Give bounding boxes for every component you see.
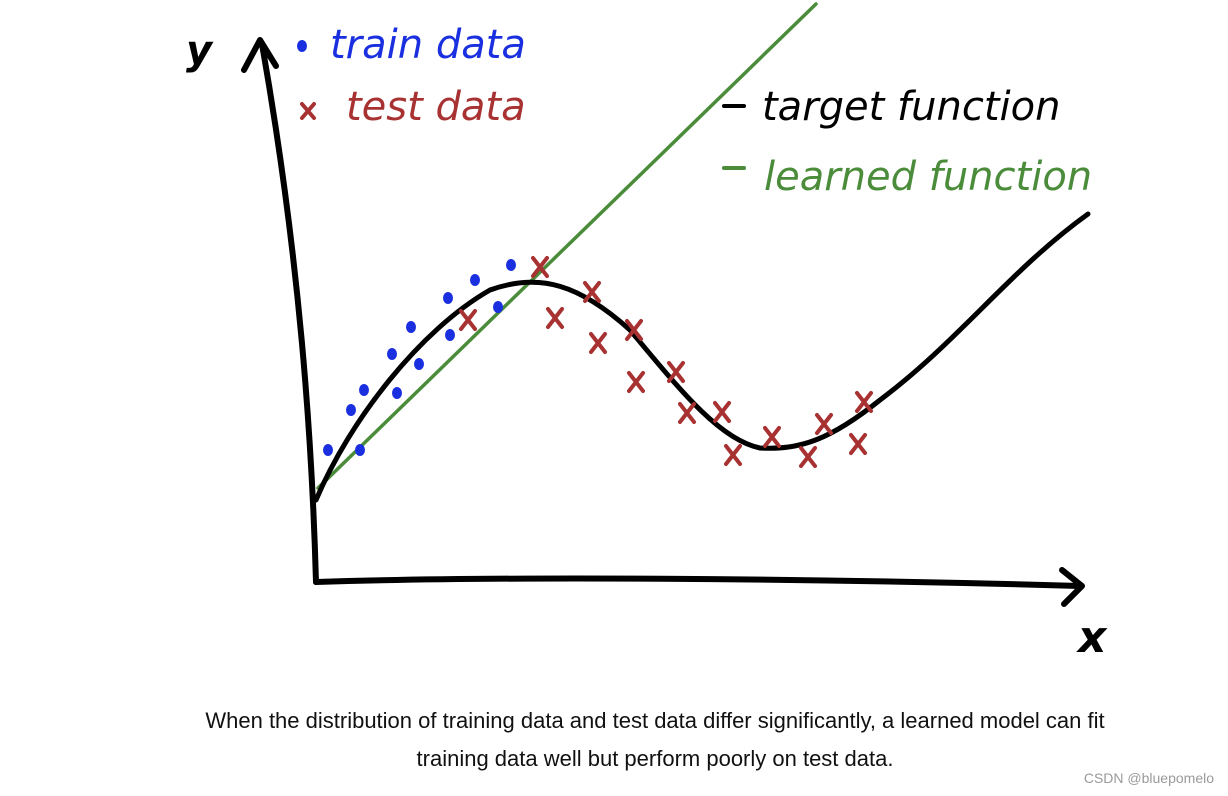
train-point (493, 301, 503, 313)
train-point (346, 404, 356, 416)
train-point (445, 329, 455, 341)
learned-function-line (316, 2, 818, 490)
train-point (470, 274, 480, 286)
test-point (589, 332, 607, 354)
caption-line-2: training data well but perform poorly on… (416, 746, 894, 771)
test-point (678, 402, 696, 424)
test-point (583, 281, 601, 303)
test-point (531, 256, 549, 278)
test-point (849, 433, 867, 455)
test-point (763, 426, 781, 448)
train-point (414, 358, 424, 370)
legend-learned-label: learned function (764, 154, 1092, 200)
legend-train-dot (297, 40, 307, 52)
test-point (713, 401, 731, 423)
train-data-points (323, 259, 516, 456)
train-point (506, 259, 516, 271)
test-data-points (459, 256, 873, 468)
test-point (815, 413, 833, 435)
train-point (387, 348, 397, 360)
test-point (799, 446, 817, 468)
legend: train data test data target function lea… (297, 22, 1092, 200)
caption-line-1: When the distribution of training data a… (205, 708, 1105, 733)
train-point (359, 384, 369, 396)
x-axis-label: x (1076, 612, 1108, 663)
target-function-curve (313, 211, 1091, 503)
watermark: CSDN @bluepomelo (1083, 770, 1214, 786)
legend-target-label: target function (762, 84, 1060, 130)
train-point (355, 444, 365, 456)
test-point (724, 444, 742, 466)
legend-test-x-mark (300, 102, 316, 120)
test-point (546, 307, 564, 329)
train-point (323, 444, 333, 456)
test-point (667, 361, 685, 383)
y-axis-label: y (186, 28, 214, 74)
y-axis-arrowhead (241, 37, 279, 73)
legend-train-label: train data (330, 22, 526, 68)
x-axis-arrowhead (1059, 567, 1085, 607)
diagram: y x train data test data target function (186, 2, 1108, 663)
axes: y x (186, 28, 1108, 663)
x-axis (313, 575, 1083, 589)
train-point (406, 321, 416, 333)
legend-test-label: test data (346, 84, 526, 130)
train-point (392, 387, 402, 399)
test-point (627, 371, 645, 393)
test-point (459, 309, 477, 331)
test-point (625, 319, 643, 341)
train-point (443, 292, 453, 304)
y-axis (259, 41, 319, 585)
figure-caption: When the distribution of training data a… (100, 702, 1210, 778)
test-point (855, 391, 873, 413)
